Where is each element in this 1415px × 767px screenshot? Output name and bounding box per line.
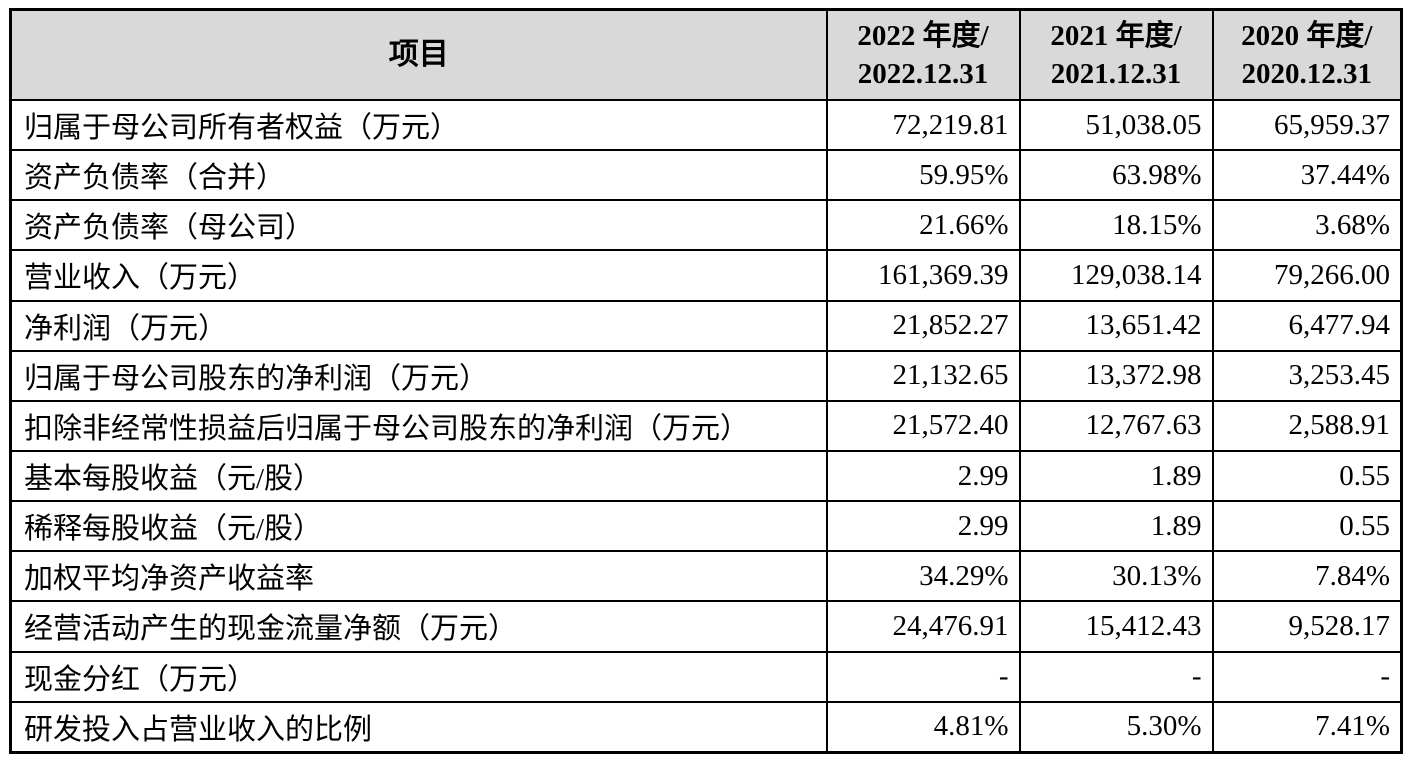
value-2021: 18.15% [1018, 199, 1214, 252]
row-label: 研发投入占营业收入的比例 [9, 700, 828, 754]
table-row: 营业收入（万元） 161,369.39 129,038.14 79,266.00 [9, 249, 1403, 302]
table-row: 资产负债率（母公司） 21.66% 18.15% 3.68% [9, 199, 1403, 252]
value-2022: 72,219.81 [825, 98, 1021, 152]
value-2022: - [825, 650, 1021, 703]
table-row: 研发投入占营业收入的比例 4.81% 5.30% 7.41% [9, 700, 1403, 754]
value-2021: 5.30% [1018, 700, 1214, 754]
value-2021: 51,038.05 [1018, 98, 1214, 152]
header-date-line: 2020.12.31 [1241, 58, 1373, 90]
header-row: 项目 2022 年度/ 2022.12.31 2021 年度/ 2021.12.… [9, 8, 1403, 101]
table-row: 净利润（万元） 21,852.27 13,651.42 6,477.94 [9, 299, 1403, 352]
header-year-2022: 2022 年度/ 2022.12.31 [825, 8, 1021, 101]
value-2021: 1.89 [1018, 500, 1214, 553]
value-2021: 13,651.42 [1018, 299, 1214, 352]
value-2020: 79,266.00 [1211, 249, 1403, 302]
value-2020: 6,477.94 [1211, 299, 1403, 352]
row-label: 扣除非经常性损益后归属于母公司股东的净利润（万元） [9, 399, 828, 452]
value-2021: 12,767.63 [1018, 399, 1214, 452]
table-row: 归属于母公司所有者权益（万元） 72,219.81 51,038.05 65,959.… [9, 98, 1403, 152]
value-2021: - [1018, 650, 1214, 703]
value-2022: 21,132.65 [825, 349, 1021, 402]
table-row: 加权平均净资产收益率 34.29% 30.13% 7.84% [9, 550, 1403, 603]
row-label: 净利润（万元） [9, 299, 828, 352]
row-label: 经营活动产生的现金流量净额（万元） [9, 600, 828, 653]
header-date-line: 2021.12.31 [1050, 58, 1182, 90]
value-2020: 3.68% [1211, 199, 1403, 252]
row-label: 现金分红（万元） [9, 650, 828, 703]
value-2022: 34.29% [825, 550, 1021, 603]
header-year-2020: 2020 年度/ 2020.12.31 [1211, 8, 1403, 101]
value-2022: 161,369.39 [825, 249, 1021, 302]
table-row: 经营活动产生的现金流量净额（万元） 24,476.91 15,412.43 9,528… [9, 600, 1403, 653]
value-2020: 7.84% [1211, 550, 1403, 603]
row-label: 营业收入（万元） [9, 249, 828, 302]
header-date-line: 2022.12.31 [857, 58, 989, 90]
value-2022: 4.81% [825, 700, 1021, 754]
table-row: 归属于母公司股东的净利润（万元） 21,132.65 13,372.98 3,253.… [9, 349, 1403, 402]
row-label: 资产负债率（合并） [9, 149, 828, 202]
row-label: 加权平均净资产收益率 [9, 550, 828, 603]
value-2022: 21,572.40 [825, 399, 1021, 452]
value-2020: 37.44% [1211, 149, 1403, 202]
value-2020: 3,253.45 [1211, 349, 1403, 402]
value-2021: 13,372.98 [1018, 349, 1214, 402]
value-2021: 129,038.14 [1018, 249, 1214, 302]
value-2020: 9,528.17 [1211, 600, 1403, 653]
header-year-line: 2021 年度/ [1050, 20, 1182, 52]
header-year-2021: 2021 年度/ 2021.12.31 [1018, 8, 1214, 101]
value-2022: 2.99 [825, 500, 1021, 553]
value-2020: 0.55 [1211, 449, 1403, 503]
row-label: 稀释每股收益（元/股） [9, 500, 828, 553]
row-label: 归属于母公司股东的净利润（万元） [9, 349, 828, 402]
row-label: 基本每股收益（元/股） [9, 449, 828, 503]
value-2021: 63.98% [1018, 149, 1214, 202]
table-row: 稀释每股收益（元/股） 2.99 1.89 0.55 [9, 500, 1403, 553]
header-year-line: 2022 年度/ [857, 20, 989, 52]
value-2022: 21,852.27 [825, 299, 1021, 352]
table-row: 扣除非经常性损益后归属于母公司股东的净利润（万元） 21,572.40 12,767… [9, 399, 1403, 452]
row-label: 资产负债率（母公司） [9, 199, 828, 252]
header-year-line: 2020 年度/ [1241, 20, 1373, 52]
value-2020: 0.55 [1211, 500, 1403, 553]
table-row: 基本每股收益（元/股） 2.99 1.89 0.55 [9, 449, 1403, 503]
value-2022: 59.95% [825, 149, 1021, 202]
table-row: 资产负债率（合并） 59.95% 63.98% 37.44% [9, 149, 1403, 202]
value-2022: 2.99 [825, 449, 1021, 503]
value-2022: 21.66% [825, 199, 1021, 252]
value-2021: 1.89 [1018, 449, 1214, 503]
value-2021: 30.13% [1018, 550, 1214, 603]
value-2020: 65,959.37 [1211, 98, 1403, 152]
financial-indicators-table: 项目 2022 年度/ 2022.12.31 2021 年度/ 2021.12.… [9, 8, 1403, 754]
table-row: 现金分红（万元） - - - [9, 650, 1403, 703]
value-2022: 24,476.91 [825, 600, 1021, 653]
value-2021: 15,412.43 [1018, 600, 1214, 653]
table-body: 归属于母公司所有者权益（万元） 72,219.81 51,038.05 65,959.… [9, 98, 1403, 754]
value-2020: - [1211, 650, 1403, 703]
row-label: 归属于母公司所有者权益（万元） [9, 98, 828, 152]
value-2020: 2,588.91 [1211, 399, 1403, 452]
value-2020: 7.41% [1211, 700, 1403, 754]
table-header: 项目 2022 年度/ 2022.12.31 2021 年度/ 2021.12.… [9, 8, 1403, 101]
header-item: 项目 [9, 8, 828, 101]
